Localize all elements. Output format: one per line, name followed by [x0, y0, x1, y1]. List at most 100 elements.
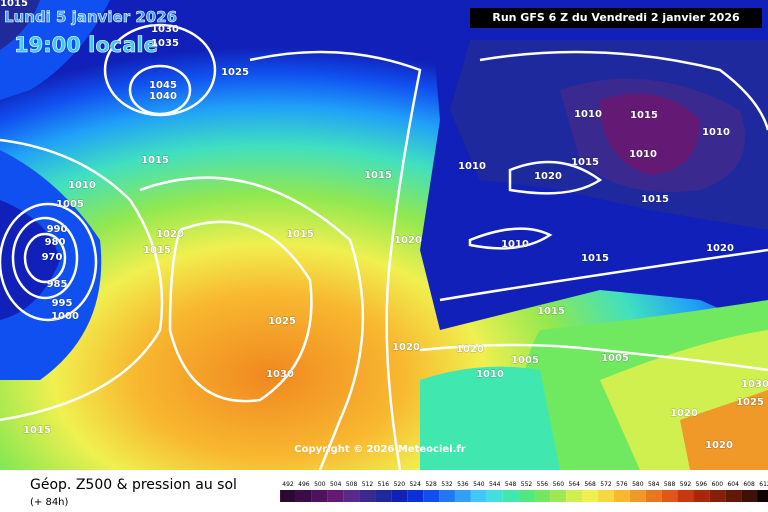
scale-label: 536	[457, 481, 469, 488]
isobar-label: 1015	[23, 425, 51, 436]
scale-label: 592	[680, 481, 692, 488]
copyright: Copyright © 2026 Meteociel.fr	[294, 444, 465, 455]
scale-swatch	[486, 490, 503, 502]
scale-swatch	[359, 490, 376, 502]
scale-swatch	[598, 490, 614, 502]
scale-label: 508	[346, 481, 358, 488]
scale-label: 588	[664, 481, 676, 488]
isobar-label: 1010	[476, 369, 504, 380]
isobar-label: 985	[47, 279, 68, 290]
isobar-label: 1025	[221, 67, 249, 78]
scale-swatch	[629, 490, 646, 502]
isobar-label: 1015	[364, 170, 392, 181]
scale-swatch	[280, 490, 296, 502]
scale-label: 580	[632, 481, 644, 488]
isobar-label: 995	[52, 298, 73, 309]
scale-swatch	[454, 490, 471, 502]
color-scale: 492 496 500 504 508 512 516 520 524 528 532 536 540 5…	[280, 481, 768, 502]
isobar-label: 1020	[705, 440, 733, 451]
isobar-label: 1015	[286, 229, 314, 240]
isobar-label: 1005	[511, 355, 539, 366]
isobar-label: 1025	[736, 397, 764, 408]
scale-swatch	[613, 490, 630, 502]
scale-label: 568	[584, 481, 596, 488]
isobar-label: 970	[42, 252, 63, 263]
isobar-label: 1015	[630, 110, 658, 121]
isobar-label: 1015	[141, 155, 169, 166]
scale-label: 604	[727, 481, 739, 488]
scale-swatch	[327, 490, 344, 502]
scale-label: 600	[712, 481, 724, 488]
scale-swatch	[423, 490, 440, 502]
isobar-label: 1030	[151, 24, 179, 35]
scale-label: 608	[743, 481, 755, 488]
scale-swatch	[677, 490, 694, 502]
isobar-label: 1030	[266, 369, 294, 380]
isobar-label: 1010	[68, 180, 96, 191]
scale-swatch	[757, 490, 768, 502]
scale-swatch	[661, 490, 678, 502]
isobar-label: 1010	[458, 161, 486, 172]
isobar-label: 990	[47, 224, 68, 235]
isobar-label: 1030	[741, 379, 768, 390]
map-background	[0, 0, 768, 470]
isobar-label: 1010	[702, 127, 730, 138]
scale-swatch	[343, 490, 360, 502]
scale-label: 544	[489, 481, 501, 488]
scale-label: 532	[441, 481, 453, 488]
isobar-label: 980	[45, 237, 66, 248]
footer-title: Géop. Z500 & pression au sol	[30, 477, 237, 493]
scale-swatch	[518, 490, 535, 502]
isobar-lines	[0, 23, 768, 471]
isobar-label: 1010	[629, 149, 657, 160]
scale-swatch	[725, 490, 742, 502]
isobar-label: 1015	[571, 157, 599, 168]
scale-swatch	[470, 490, 487, 502]
scale-label: 612	[759, 481, 768, 488]
scale-swatch	[502, 490, 519, 502]
scale-swatch	[709, 490, 726, 502]
scale-label: 528	[425, 481, 437, 488]
isobar-label: 1020	[394, 235, 422, 246]
isobar-label: 1000	[51, 311, 79, 322]
isobar-label: 1005	[601, 353, 629, 364]
scale-swatch	[407, 490, 424, 502]
forecast-date: Lundi 5 janvier 2026	[4, 8, 177, 26]
footer-lead: (+ 84h)	[30, 497, 69, 508]
scale-swatch	[550, 490, 567, 502]
scale-label: 572	[600, 481, 612, 488]
scale-label: 520	[394, 481, 406, 488]
isobar-label: 1020	[670, 408, 698, 419]
scale-swatch	[645, 490, 662, 502]
scale-label: 564	[568, 481, 580, 488]
isobar-label: 1015	[641, 194, 669, 205]
isobar-label: 1015	[581, 253, 609, 264]
isobar-label: 1025	[268, 316, 296, 327]
isobar-label: 1020	[456, 344, 484, 355]
scale-swatch	[295, 490, 312, 502]
scale-label: 560	[553, 481, 565, 488]
scale-label: 516	[378, 481, 390, 488]
scale-label: 584	[648, 481, 660, 488]
scale-swatch	[693, 490, 710, 502]
scale-swatch	[566, 490, 583, 502]
isobar-label: 1045	[149, 80, 177, 91]
scale-swatch	[311, 490, 328, 502]
isobar-label: 1020	[706, 243, 734, 254]
scale-label: 552	[521, 481, 533, 488]
isobar-label: 1040	[149, 91, 177, 102]
scale-label: 576	[616, 481, 628, 488]
scale-swatch	[582, 490, 599, 502]
run-box	[470, 8, 762, 28]
scale-swatch	[391, 490, 408, 502]
scale-label: 540	[473, 481, 485, 488]
scale-swatch	[741, 490, 758, 502]
scale-swatch	[375, 490, 392, 502]
scale-label: 500	[314, 481, 326, 488]
scale-swatch	[534, 490, 551, 502]
scale-label: 512	[362, 481, 374, 488]
scale-label: 496	[298, 481, 310, 488]
isobar-label: 1005	[56, 199, 84, 210]
scale-label: 556	[537, 481, 549, 488]
